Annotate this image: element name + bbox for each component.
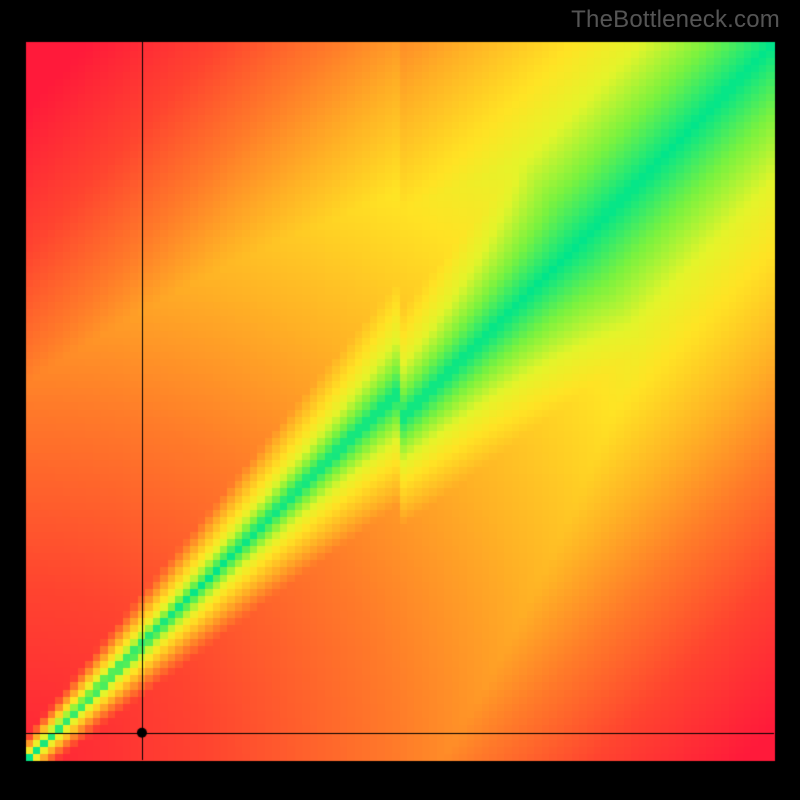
attribution-label: TheBottleneck.com xyxy=(571,6,780,34)
bottleneck-heatmap xyxy=(0,0,800,800)
chart-container: { "attribution": "TheBottleneck.com", "c… xyxy=(0,0,800,800)
